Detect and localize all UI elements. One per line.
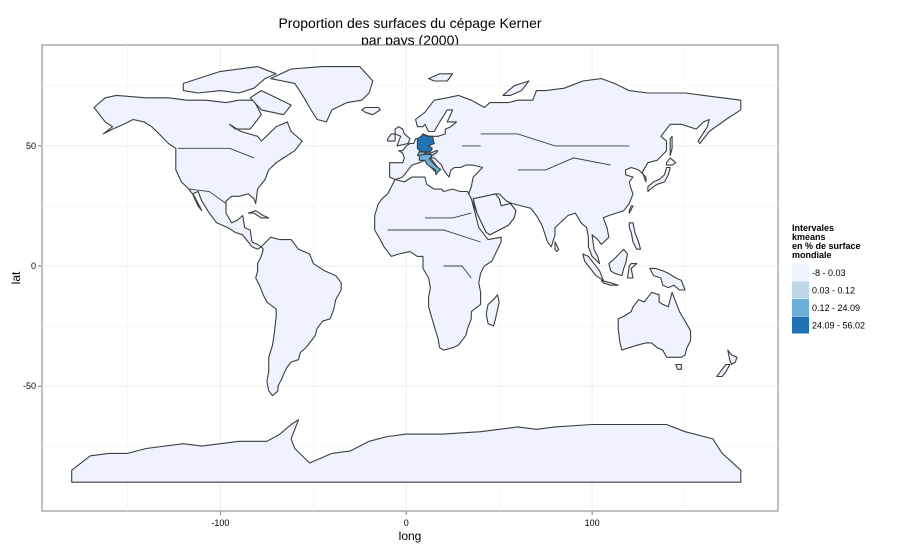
country-border <box>480 133 630 147</box>
region-arabian-peninsula-outline <box>472 193 517 236</box>
region-cuba <box>247 210 270 219</box>
region-new-guinea <box>649 267 686 291</box>
region-baffin-island <box>249 90 292 116</box>
x-tick-label: 0 <box>404 518 409 528</box>
region-svalbard <box>428 73 454 82</box>
y-tick-label: -50 <box>23 381 36 391</box>
legend-title-line: kmeans <box>792 232 826 242</box>
legend-title-line: en % de surface <box>792 241 861 251</box>
region-java <box>600 279 619 286</box>
country-border <box>517 157 611 171</box>
region-germany <box>416 133 435 153</box>
region-taiwan <box>628 205 634 214</box>
y-tick-label: 0 <box>31 261 36 271</box>
region-ireland <box>387 133 396 142</box>
region-tasmania <box>675 363 682 370</box>
region-australia <box>617 291 692 358</box>
y-axis-title: lat <box>9 271 23 284</box>
region-new-zealand-south <box>716 363 731 378</box>
legend-title-line: Intervales <box>792 223 834 233</box>
region-sri-lanka <box>554 241 560 253</box>
region-philippines <box>628 222 642 250</box>
region-iceland <box>361 106 381 116</box>
region-canadian-arctic-islands <box>182 66 277 94</box>
legend-swatch <box>792 264 809 281</box>
legend-swatch <box>792 316 809 334</box>
country-border <box>177 147 255 159</box>
legend: Intervales kmeans en % de surface mondia… <box>792 223 865 334</box>
region-novaya-zemlya <box>502 80 530 96</box>
chart-title-line-2: par pays (2000) <box>361 32 459 48</box>
region-new-zealand-north <box>727 349 738 366</box>
region-greenland <box>270 66 374 123</box>
country-border <box>443 265 472 279</box>
region-hokkaido <box>665 157 677 166</box>
legend-label: 0.12 - 24.09 <box>812 303 860 313</box>
region-austria <box>424 150 439 157</box>
legend-label: -8 - 0.03 <box>812 268 846 278</box>
chart-title: Proportion des surfaces du cépage Kerner… <box>278 15 541 48</box>
region-south-america <box>255 236 342 397</box>
x-tick-label: -100 <box>211 518 229 528</box>
country-border <box>424 212 472 219</box>
region-antarctica <box>71 419 742 483</box>
country-border <box>188 188 227 204</box>
map-layer <box>71 66 742 483</box>
chart-title-line-1: Proportion des surfaces du cépage Kerner <box>278 15 541 31</box>
x-axis-title: long <box>399 529 422 543</box>
region-borneo <box>608 248 629 277</box>
region-north-america <box>93 94 303 250</box>
legend-label: 24.09 - 56.02 <box>812 321 865 331</box>
legend-title-line: mondiale <box>792 250 832 260</box>
region-great-britain <box>394 126 411 147</box>
region-madagascar <box>485 294 500 327</box>
legend-swatch <box>792 299 809 316</box>
legend-label: 0.03 - 0.12 <box>812 286 855 296</box>
region-japan <box>647 166 671 193</box>
axis-layer: -100 0 100 50 0 -50 <box>23 141 600 528</box>
region-africa <box>374 176 502 351</box>
region-europe-asia <box>389 78 742 265</box>
country-border <box>387 229 481 243</box>
region-sakhalin <box>669 135 673 157</box>
y-tick-label: 50 <box>26 141 36 151</box>
x-tick-label: 100 <box>585 518 600 528</box>
region-italy <box>418 153 442 176</box>
region-sulawesi <box>626 263 638 279</box>
legend-swatch <box>792 281 809 299</box>
